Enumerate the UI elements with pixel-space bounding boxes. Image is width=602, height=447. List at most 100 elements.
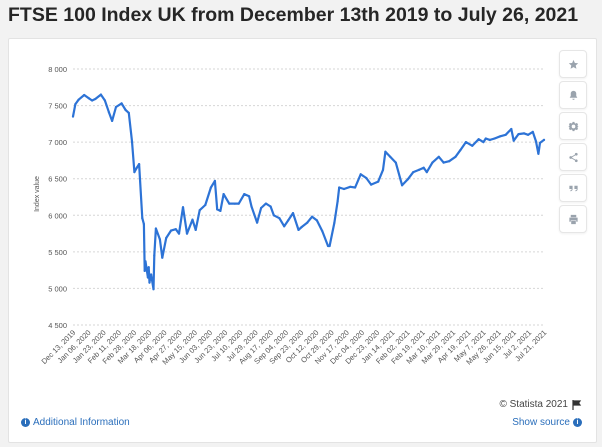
data-point bbox=[74, 103, 77, 106]
data-point bbox=[512, 139, 515, 142]
data-point bbox=[442, 161, 445, 164]
data-point bbox=[149, 276, 152, 279]
data-point bbox=[250, 205, 253, 208]
data-point bbox=[153, 254, 156, 257]
data-point bbox=[135, 166, 138, 169]
data-point bbox=[272, 214, 275, 217]
data-point bbox=[147, 266, 150, 269]
data-point bbox=[283, 225, 286, 228]
data-point bbox=[143, 269, 146, 272]
data-point bbox=[114, 105, 118, 109]
data-point bbox=[94, 97, 97, 101]
data-point bbox=[431, 161, 434, 164]
data-point bbox=[264, 202, 267, 205]
data-point bbox=[256, 221, 259, 224]
notification-button[interactable] bbox=[559, 81, 587, 109]
data-point bbox=[138, 163, 141, 166]
y-axis-ticks: 4 500 5 000 5 500 6 000 6 500 7 000 7 500 8 000 bbox=[48, 65, 67, 330]
data-point bbox=[152, 288, 155, 291]
data-point bbox=[99, 93, 102, 96]
data-point bbox=[233, 202, 236, 205]
data-point bbox=[471, 144, 474, 147]
y-tick-label: 8 000 bbox=[48, 65, 67, 74]
data-point bbox=[83, 93, 86, 97]
data-point bbox=[243, 193, 246, 196]
quote-icon bbox=[568, 185, 578, 191]
data-point bbox=[204, 203, 207, 207]
data-point bbox=[342, 187, 346, 191]
data-point bbox=[148, 281, 151, 284]
data-point bbox=[154, 227, 157, 230]
data-point bbox=[389, 155, 392, 158]
data-point bbox=[291, 212, 295, 215]
data-point bbox=[248, 195, 251, 198]
data-point bbox=[181, 206, 185, 209]
data-point bbox=[354, 186, 357, 189]
data-point bbox=[260, 206, 263, 210]
data-point bbox=[185, 232, 189, 235]
settings-button[interactable] bbox=[559, 112, 587, 140]
data-point bbox=[287, 219, 290, 222]
data-point bbox=[477, 138, 480, 141]
data-point bbox=[91, 99, 94, 102]
data-point bbox=[150, 273, 153, 276]
data-point bbox=[194, 228, 197, 231]
data-point bbox=[306, 221, 309, 224]
star-icon bbox=[568, 59, 578, 69]
show-source-link[interactable]: Show source i bbox=[512, 417, 582, 428]
data-point bbox=[448, 160, 451, 163]
data-point bbox=[499, 135, 502, 138]
data-point bbox=[542, 138, 546, 141]
additional-information-link[interactable]: i Additional Information bbox=[21, 417, 130, 428]
data-point bbox=[321, 230, 324, 233]
data-point bbox=[394, 161, 397, 164]
bell-icon bbox=[569, 90, 577, 100]
data-point bbox=[177, 232, 181, 235]
data-point bbox=[412, 171, 415, 174]
data-point bbox=[406, 178, 409, 181]
data-point bbox=[417, 168, 420, 171]
print-icon bbox=[568, 214, 578, 224]
data-point bbox=[216, 208, 219, 211]
series-line bbox=[71, 93, 546, 291]
data-point bbox=[381, 168, 385, 171]
data-point bbox=[464, 141, 467, 144]
data-point bbox=[124, 108, 127, 112]
additional-information-label: Additional Information bbox=[33, 417, 130, 428]
data-point bbox=[228, 202, 231, 205]
data-point bbox=[534, 140, 538, 143]
data-point bbox=[333, 221, 336, 224]
show-source-label: Show source bbox=[512, 417, 570, 428]
data-point bbox=[120, 102, 123, 105]
data-point bbox=[219, 209, 222, 212]
data-point bbox=[422, 166, 425, 169]
data-point bbox=[103, 99, 106, 102]
print-button[interactable] bbox=[559, 205, 587, 233]
data-point bbox=[237, 202, 240, 205]
data-point bbox=[370, 183, 373, 186]
data-point bbox=[517, 133, 520, 136]
credit-text: © Statista 2021 bbox=[499, 399, 568, 410]
data-point bbox=[425, 171, 428, 174]
cite-button[interactable] bbox=[559, 174, 587, 202]
data-point bbox=[198, 209, 201, 212]
data-point bbox=[504, 133, 507, 136]
y-axis-label: Index value bbox=[34, 176, 41, 212]
data-point bbox=[493, 137, 496, 140]
series-layer bbox=[71, 93, 546, 291]
data-point bbox=[384, 150, 387, 153]
data-point bbox=[278, 217, 281, 220]
data-point bbox=[144, 260, 147, 263]
favorite-button[interactable] bbox=[559, 50, 587, 78]
data-point bbox=[328, 244, 331, 248]
data-point bbox=[531, 130, 534, 133]
page-title: FTSE 100 Index UK from December 13th 201… bbox=[8, 4, 579, 26]
info-icon: i bbox=[573, 418, 582, 427]
data-point bbox=[523, 132, 526, 135]
share-button[interactable] bbox=[559, 143, 587, 171]
data-point bbox=[311, 215, 314, 218]
data-point bbox=[338, 186, 341, 189]
data-point bbox=[111, 119, 114, 122]
data-point bbox=[349, 185, 352, 188]
data-point bbox=[315, 219, 318, 222]
